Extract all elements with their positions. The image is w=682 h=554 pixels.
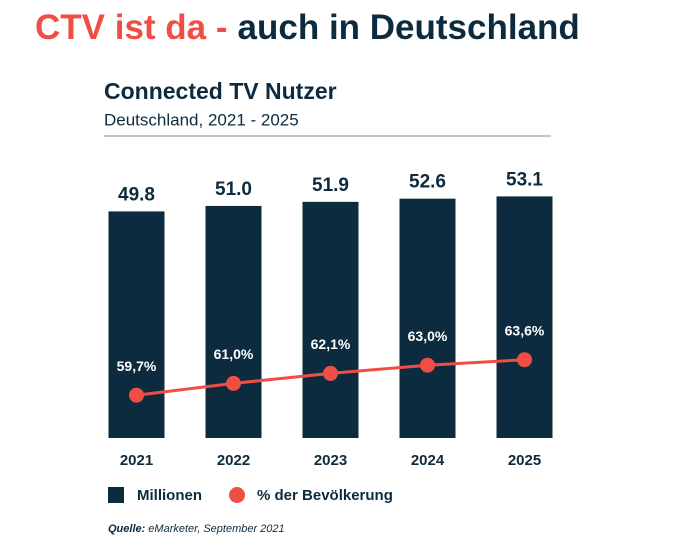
bar-value-label: 52.6 <box>409 172 446 193</box>
line-value-label: 63,6% <box>505 322 545 338</box>
line-point <box>517 352 532 368</box>
headline: CTV ist da - auch in Deutschland <box>35 8 580 47</box>
legend-label: % der Bevölkerung <box>257 487 393 504</box>
source-label: Quelle: <box>108 523 146 535</box>
bar-value-label: 49.8 <box>118 184 155 205</box>
bar <box>302 201 359 438</box>
bar-value-label: 51.0 <box>215 179 252 200</box>
line-value-label: 63,0% <box>408 328 448 344</box>
line-value-label: 62,1% <box>311 336 351 352</box>
chart-title: Connected TV Nutzer <box>104 78 337 104</box>
bar <box>399 198 456 438</box>
line-value-label: 59,7% <box>117 358 157 374</box>
line-point <box>226 375 241 391</box>
chart-subtitle: Deutschland, 2021 - 2025 <box>104 110 299 129</box>
x-tick-label: 2022 <box>217 452 250 469</box>
bar <box>205 205 262 438</box>
source: Quelle: eMarketer, September 2021 <box>108 523 285 535</box>
line-point <box>323 365 338 381</box>
bar <box>108 211 165 438</box>
x-tick-label: 2021 <box>120 452 153 469</box>
line-value-label: 61,0% <box>214 346 254 362</box>
legend-swatch-line <box>229 487 245 503</box>
bar <box>496 196 553 438</box>
bar-value-label: 51.9 <box>312 175 349 196</box>
headline-highlight: CTV ist da - <box>35 8 228 47</box>
bar-value-label: 53.1 <box>506 169 543 190</box>
legend-label: Millionen <box>137 487 202 504</box>
x-tick-label: 2023 <box>314 452 347 469</box>
x-tick-label: 2024 <box>411 452 445 469</box>
headline-rest: auch in Deutschland <box>238 8 580 47</box>
source-text: eMarketer, September 2021 <box>148 523 284 535</box>
line-point <box>129 387 144 403</box>
x-tick-label: 2025 <box>508 452 541 469</box>
legend-swatch-bar <box>108 487 124 503</box>
line-point <box>420 357 435 373</box>
